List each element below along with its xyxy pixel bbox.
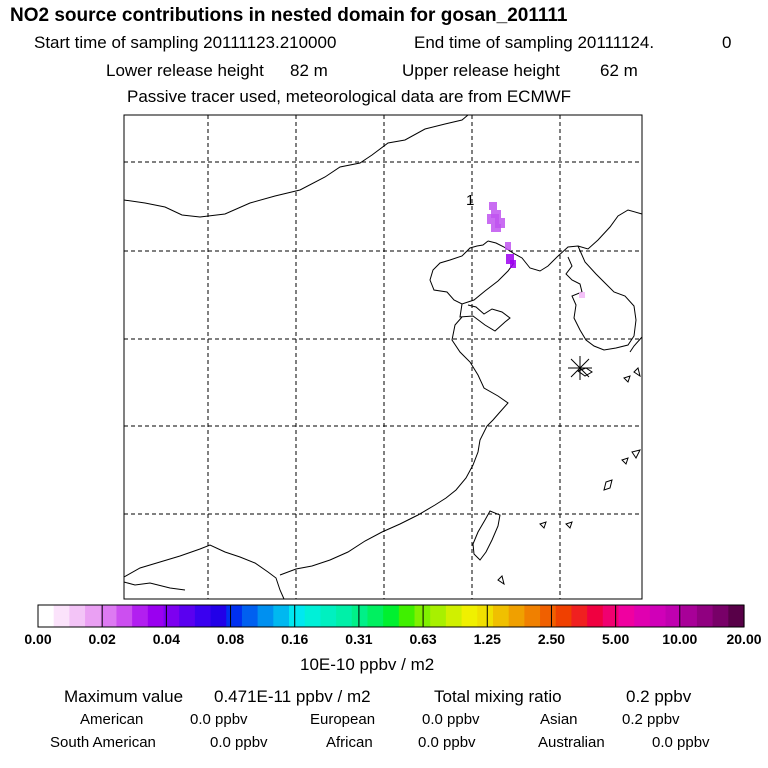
map-frame bbox=[123, 114, 643, 600]
colorbar-cell bbox=[430, 605, 447, 627]
colorbar-cell bbox=[618, 605, 635, 627]
colorbar-tick-label: 2.50 bbox=[537, 631, 566, 647]
region-value: 0.2 ppbv bbox=[622, 711, 680, 728]
colorbar-cell bbox=[289, 605, 306, 627]
colorbar-cell bbox=[445, 605, 463, 627]
colorbar-cell bbox=[179, 605, 196, 627]
colorbar-cell bbox=[712, 605, 729, 627]
colorbar-tick-label: 10.00 bbox=[662, 631, 698, 647]
region-value: 0.0 ppbv bbox=[652, 734, 710, 751]
colorbar-tick-label: 0.31 bbox=[345, 631, 373, 647]
region-name: European bbox=[310, 711, 376, 728]
colorbar-cell bbox=[351, 605, 369, 627]
colorbar-tick-label: 0.63 bbox=[409, 631, 437, 647]
region-name: Australian bbox=[538, 734, 605, 751]
colorbar-cell bbox=[571, 605, 588, 627]
total-mixing-value: 0.2 ppbv bbox=[626, 687, 692, 706]
colorbar-cell bbox=[634, 605, 651, 627]
marker-label: 1 bbox=[466, 192, 474, 209]
region-name: Asian bbox=[540, 711, 578, 728]
colorbar-cell bbox=[696, 605, 714, 627]
colorbar-cell bbox=[461, 605, 478, 627]
colorbar-cell bbox=[540, 605, 557, 627]
upper-release-label: Upper release height bbox=[402, 61, 560, 80]
end-time-value: 0 bbox=[722, 33, 732, 52]
colorbar-cell bbox=[210, 605, 227, 627]
start-time: Start time of sampling 20111123.210000 bbox=[34, 33, 337, 52]
colorbar-tick-label: 0.04 bbox=[152, 631, 180, 647]
colorbar-cell bbox=[728, 605, 745, 627]
lower-release-value: 82 m bbox=[290, 61, 328, 80]
colorbar-tick-label: 0.02 bbox=[88, 631, 116, 647]
colorbar-cell bbox=[649, 605, 667, 627]
colorbar-cell bbox=[477, 605, 494, 627]
receptor-star-marker bbox=[568, 356, 592, 380]
colorbar-cell bbox=[194, 605, 212, 627]
plot-title: NO2 source contributions in nested domai… bbox=[10, 5, 568, 26]
coastlines bbox=[123, 114, 643, 600]
colorbar-cell bbox=[398, 605, 416, 627]
colorbar-cell bbox=[132, 605, 149, 627]
colorbar-cell bbox=[85, 605, 102, 627]
colorbar-cell bbox=[38, 605, 55, 627]
colorbar-cell bbox=[273, 605, 290, 627]
colorbar-cell bbox=[524, 605, 541, 627]
colorbar-cell bbox=[320, 605, 337, 627]
colorbar-cell bbox=[100, 605, 118, 627]
colorbar-tick-label: 0.16 bbox=[281, 631, 309, 647]
region-name: South American bbox=[50, 734, 156, 751]
colorbar-cell bbox=[304, 605, 321, 627]
colorbar-cell bbox=[336, 605, 353, 627]
colorbar-major-ticks bbox=[37, 605, 745, 627]
colorbar-cell bbox=[555, 605, 573, 627]
region-value: 0.0 ppbv bbox=[418, 734, 476, 751]
colorbar-tick-label: 1.25 bbox=[473, 631, 501, 647]
colorbar-cell bbox=[241, 605, 259, 627]
colorbar-units: 10E-10 ppbv / m2 bbox=[300, 655, 435, 674]
colorbar-cell bbox=[367, 605, 384, 627]
region-name: African bbox=[326, 734, 373, 751]
colorbar-cell bbox=[665, 605, 682, 627]
concentration-plume bbox=[487, 202, 585, 298]
colorbar-cell bbox=[147, 605, 165, 627]
colorbar-cell bbox=[257, 605, 274, 627]
colorbar-cell bbox=[69, 605, 86, 627]
colorbar-cell bbox=[681, 605, 698, 627]
lower-release-label: Lower release height bbox=[106, 61, 264, 80]
colorbar-cell bbox=[226, 605, 243, 627]
colorbar-cell bbox=[383, 605, 400, 627]
colorbar-cell bbox=[492, 605, 510, 627]
colorbar-cell bbox=[53, 605, 70, 627]
region-name: American bbox=[80, 711, 144, 728]
colorbar-tick-label: 20.00 bbox=[726, 631, 762, 647]
colorbar-cell bbox=[116, 605, 133, 627]
colorbar-cell bbox=[163, 605, 180, 627]
region-value: 0.0 ppbv bbox=[190, 711, 248, 728]
region-value: 0.0 ppbv bbox=[422, 711, 480, 728]
upper-release-value: 62 m bbox=[600, 61, 638, 80]
colorbar-cell bbox=[587, 605, 604, 627]
total-mixing-label: Total mixing ratio bbox=[434, 687, 562, 706]
colorbar-tick-label: 0.08 bbox=[216, 631, 245, 647]
lat-lon-grid bbox=[124, 115, 642, 599]
end-time: End time of sampling 20111124. bbox=[414, 33, 655, 52]
colorbar-cells bbox=[38, 605, 745, 627]
colorbar-cell bbox=[508, 605, 525, 627]
tracer-note: Passive tracer used, meteorological data… bbox=[127, 87, 572, 106]
colorbar-tick-label: 0.00 bbox=[24, 631, 52, 647]
colorbar-tick-label: 5.00 bbox=[602, 631, 630, 647]
region-value: 0.0 ppbv bbox=[210, 734, 268, 751]
max-value: 0.471E-11 ppbv / m2 bbox=[214, 687, 371, 706]
max-value-label: Maximum value bbox=[64, 687, 184, 706]
colorbar-cell bbox=[602, 605, 620, 627]
